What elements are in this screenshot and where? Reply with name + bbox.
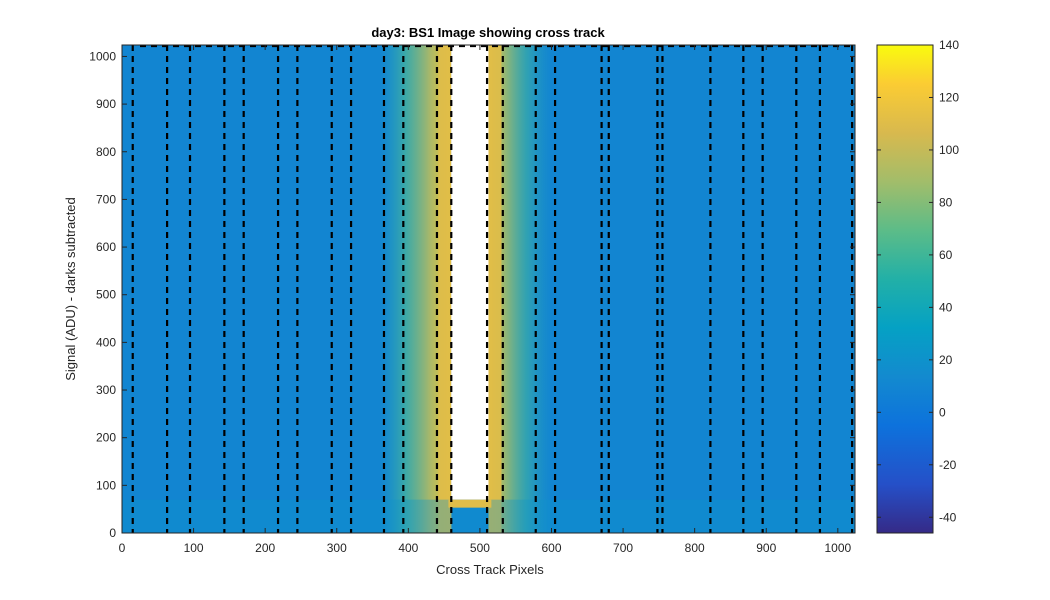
plot-area (121, 44, 856, 534)
y-tick-label-700: 700 (96, 192, 116, 206)
colorbar-tick-label-120: 120 (939, 90, 959, 104)
x-tick-label-300: 300 (327, 541, 347, 555)
colorbar-tick-label-0: 0 (939, 405, 946, 419)
colorbar-tick-label-80: 80 (939, 195, 953, 209)
y-axis: 0 100 200 300 400 500 600 700 800 900 1000 (89, 49, 855, 540)
x-tick-label-200: 200 (255, 541, 275, 555)
colorbar-gradient (876, 44, 934, 534)
x-tick-label-900: 900 (756, 541, 776, 555)
plot-frame (121, 44, 856, 534)
saturated-bottom-edge (448, 499, 492, 508)
y-tick-label-500: 500 (96, 288, 116, 302)
x-axis: 0 100 200 300 400 500 600 700 800 900 1000 (119, 45, 851, 555)
saturated-region (451, 45, 489, 500)
x-tick-label-0: 0 (119, 541, 126, 555)
x-axis-title: Cross Track Pixels (436, 562, 544, 577)
x-tick-label-800: 800 (685, 541, 705, 555)
colorbar-tick-label--20: -20 (939, 458, 957, 472)
x-tick-label-500: 500 (470, 541, 490, 555)
x-tick-label-400: 400 (398, 541, 418, 555)
y-tick-label-200: 200 (96, 431, 116, 445)
colorbar: -40 -20 0 20 40 60 80 100 120 140 (876, 38, 959, 534)
colorbar-tick-label-20: 20 (939, 353, 953, 367)
colorbar-tick-label--40: -40 (939, 510, 957, 524)
colorbar-tick-label-140: 140 (939, 38, 959, 52)
colorbar-tick-label-100: 100 (939, 143, 959, 157)
y-tick-label-400: 400 (96, 335, 116, 349)
y-tick-label-300: 300 (96, 383, 116, 397)
x-tick-label-1000: 1000 (824, 541, 851, 555)
y-tick-label-100: 100 (96, 478, 116, 492)
y-axis-title: Signal (ADU) - darks subtracted (63, 197, 78, 381)
chart-title: day3: BS1 Image showing cross track (371, 25, 605, 40)
colorbar-tick-label-40: 40 (939, 300, 953, 314)
y-tick-label-900: 900 (96, 97, 116, 111)
y-tick-label-0: 0 (109, 526, 116, 540)
colorbar-tick-label-60: 60 (939, 248, 953, 262)
x-tick-label-600: 600 (541, 541, 561, 555)
bright-edge-left (438, 45, 452, 533)
x-tick-label-700: 700 (613, 541, 633, 555)
y-tick-label-1000: 1000 (89, 49, 116, 63)
y-tick-label-800: 800 (96, 145, 116, 159)
y-tick-label-600: 600 (96, 240, 116, 254)
x-tick-label-100: 100 (184, 541, 204, 555)
bright-edge-right (488, 45, 502, 533)
